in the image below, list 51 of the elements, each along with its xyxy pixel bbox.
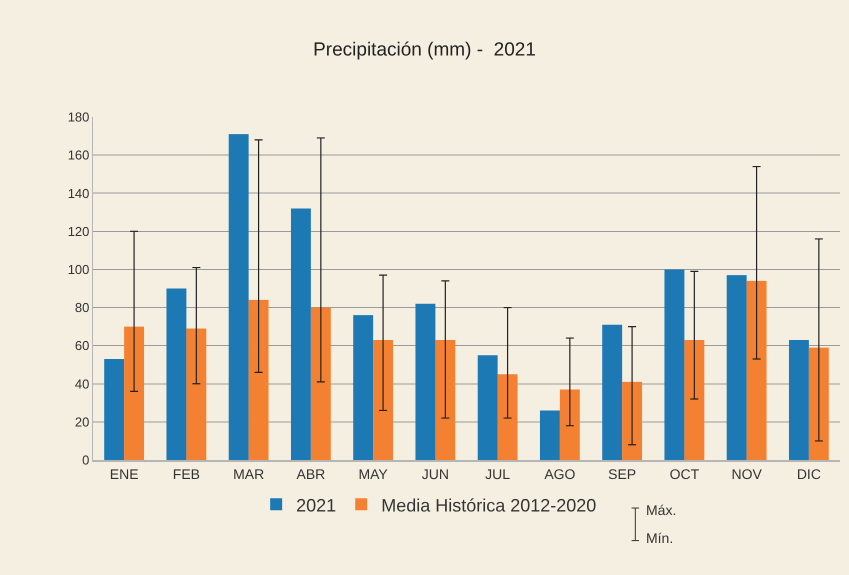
y-tick-label: 60: [74, 338, 90, 354]
bar: [602, 324, 622, 460]
y-tick-label: 0: [82, 452, 90, 468]
y-tick-label: 100: [68, 262, 90, 277]
y-tick-label: 80: [74, 300, 90, 316]
x-tick-label: JUN: [422, 466, 449, 482]
bar: [664, 269, 684, 460]
bar: [310, 308, 331, 460]
bar: [290, 208, 311, 460]
bar: [124, 326, 144, 460]
x-tick-label: MAY: [358, 466, 388, 482]
bar: [540, 410, 560, 460]
bar: [478, 355, 498, 460]
x-tick-label: AGO: [544, 466, 576, 482]
y-tick-label: 20: [74, 414, 90, 430]
x-tick-label: NOV: [731, 466, 762, 482]
bar: [560, 389, 580, 460]
x-tick-label: ENE: [110, 466, 139, 482]
x-tick-label: JUL: [485, 466, 510, 482]
x-tick-label: MAR: [233, 466, 264, 482]
bar: [435, 340, 456, 460]
bar: [808, 348, 829, 460]
bar: [166, 288, 186, 460]
bar: [726, 275, 747, 460]
legend-label: 2021: [296, 495, 336, 516]
bar: [104, 359, 124, 460]
y-tick-label: 40: [74, 376, 90, 392]
bar: [228, 134, 249, 460]
y-tick-label: 180: [68, 110, 90, 125]
y-tick-label: 160: [68, 148, 90, 163]
x-tick-label: FEB: [172, 466, 200, 482]
chart-title: Precipitación (mm) - 2021: [313, 40, 536, 61]
legend-label: Media Histórica 2012-2020: [381, 495, 596, 516]
bar: [186, 328, 206, 460]
bar: [353, 315, 374, 460]
x-tick-label: DIC: [796, 466, 821, 482]
text: Mín.: [646, 530, 674, 546]
bar: [684, 340, 704, 460]
x-tick-label: OCT: [670, 466, 700, 482]
x-tick-label: ABR: [296, 466, 326, 482]
bar: [746, 280, 767, 460]
bar: [622, 382, 642, 460]
bar: [788, 340, 809, 460]
bar: [415, 304, 436, 460]
text: Máx.: [646, 502, 676, 518]
y-tick-label: 120: [68, 224, 90, 239]
x-tick-label: SEP: [608, 466, 636, 482]
bar: [498, 374, 518, 460]
bar: [373, 340, 394, 460]
y-tick-label: 140: [68, 186, 90, 201]
bar: [248, 300, 269, 460]
